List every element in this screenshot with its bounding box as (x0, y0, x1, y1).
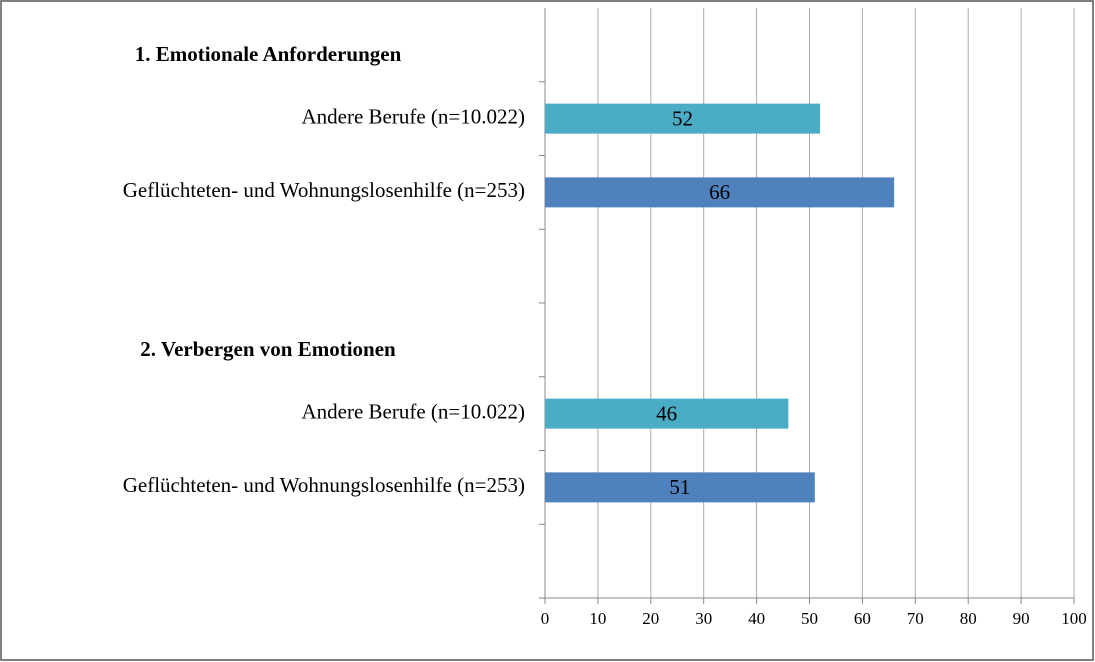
x-tick-label: 100 (1061, 609, 1087, 628)
x-tick-label: 30 (695, 609, 712, 628)
x-tick-label: 70 (907, 609, 924, 628)
y-tick-label: Geflüchteten- und Wohnungslosenhilfe (n=… (123, 178, 525, 202)
bar (545, 103, 821, 134)
x-tick-label: 0 (541, 609, 550, 628)
x-tick-label: 60 (854, 609, 871, 628)
y-tick-label: Andere Berufe (n=10.022) (301, 399, 525, 423)
x-tick-label: 90 (1013, 609, 1030, 628)
bar (545, 472, 815, 503)
bar (545, 177, 895, 208)
data-label: 52 (672, 106, 693, 130)
bar (545, 398, 789, 429)
group-label: 1. Emotionale Anforderungen (135, 42, 402, 66)
x-tick-label: 10 (589, 609, 606, 628)
x-tick-label: 40 (748, 609, 765, 628)
x-tick-label: 20 (642, 609, 659, 628)
x-tick-label: 50 (801, 609, 818, 628)
group-label: 2. Verbergen von Emotionen (140, 337, 396, 361)
y-tick-label: Geflüchteten- und Wohnungslosenhilfe (n=… (123, 473, 525, 497)
x-tick-label: 80 (960, 609, 977, 628)
y-tick-label: Andere Berufe (n=10.022) (301, 104, 525, 128)
data-label: 51 (669, 475, 690, 499)
data-label: 66 (709, 180, 730, 204)
data-label: 46 (656, 401, 677, 425)
